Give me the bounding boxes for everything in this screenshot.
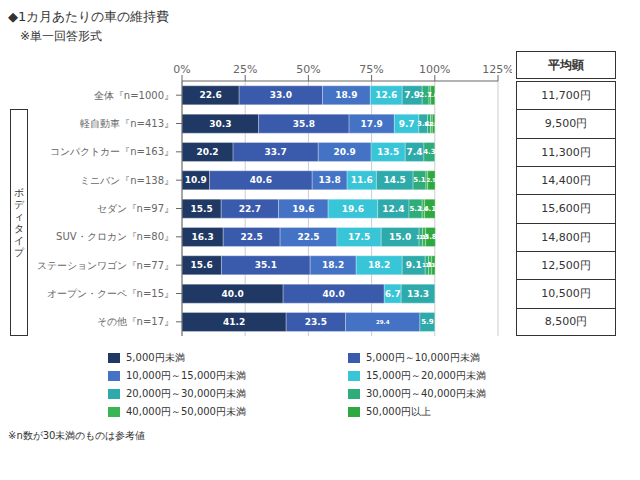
svg-text:その他『n=17』: その他『n=17』 <box>97 316 174 327</box>
svg-text:25%: 25% <box>233 63 257 76</box>
html-text:15,600円: 15,600円 <box>541 202 591 216</box>
svg-text:11.6: 11.6 <box>351 175 373 185</box>
html-text:30,000円～40,000円未満: 30,000円～40,000円未満 <box>366 388 486 399</box>
html-text:10,500円: 10,500円 <box>541 287 591 301</box>
svg-text:30.3: 30.3 <box>209 119 231 129</box>
svg-text:1.0: 1.0 <box>429 121 439 127</box>
svg-text:7.4: 7.4 <box>407 147 423 157</box>
svg-text:ステーションワゴン『n=77』: ステーションワゴン『n=77』 <box>37 260 174 271</box>
svg-text:2.9: 2.9 <box>427 177 437 183</box>
svg-text:9.1: 9.1 <box>406 260 422 270</box>
svg-text:3.8: 3.8 <box>424 233 437 241</box>
svg-text:1.6: 1.6 <box>428 92 438 98</box>
html-text:9,500円: 9,500円 <box>544 117 588 131</box>
svg-text:22.7: 22.7 <box>239 204 261 214</box>
svg-text:5.1: 5.1 <box>413 176 426 184</box>
svg-text:17.5: 17.5 <box>348 232 370 242</box>
html-text:※n数が30未満のものは参考値: ※n数が30未満のものは参考値 <box>8 430 146 441</box>
html-text:40,000円～50,000円未満: 40,000円～50,000円未満 <box>126 406 246 417</box>
svg-text:33.0: 33.0 <box>270 90 292 100</box>
svg-text:2.7: 2.7 <box>419 91 432 100</box>
svg-text:オープン・クーペ『n=15』: オープン・クーペ『n=15』 <box>47 288 174 299</box>
html-text:12,500円: 12,500円 <box>541 259 591 273</box>
html-text:ボ デ ィ タ イ プ: ボ デ ィ タ イ プ <box>14 186 24 258</box>
svg-text:4.1: 4.1 <box>424 205 437 213</box>
svg-text:12.4: 12.4 <box>382 204 404 214</box>
svg-text:19.6: 19.6 <box>292 204 314 214</box>
svg-text:全体『n=1000』: 全体『n=1000』 <box>94 90 174 101</box>
svg-text:18.2: 18.2 <box>368 260 390 270</box>
svg-text:35.8: 35.8 <box>293 119 315 129</box>
svg-text:75%: 75% <box>359 63 383 76</box>
svg-text:1.3: 1.3 <box>427 261 440 269</box>
svg-text:SUV・クロカン『n=80』: SUV・クロカン『n=80』 <box>56 231 174 242</box>
svg-text:16.3: 16.3 <box>191 232 213 242</box>
html-text:◆1カ月あたりの車の維持費: ◆1カ月あたりの車の維持費 <box>8 9 170 24</box>
svg-text:15.0: 15.0 <box>389 232 411 242</box>
svg-text:7.9: 7.9 <box>404 90 420 100</box>
svg-text:6.7: 6.7 <box>385 289 401 299</box>
svg-text:19.6: 19.6 <box>342 204 364 214</box>
svg-text:0%: 0% <box>173 63 190 76</box>
svg-text:15.6: 15.6 <box>191 260 213 270</box>
html-text:11,300円: 11,300円 <box>541 145 591 159</box>
svg-text:33.7: 33.7 <box>265 147 287 157</box>
svg-text:22.5: 22.5 <box>297 232 319 242</box>
html-text:8,500円: 8,500円 <box>544 315 588 329</box>
svg-text:10.9: 10.9 <box>185 175 207 185</box>
svg-text:18.9: 18.9 <box>335 90 357 100</box>
svg-text:13.8: 13.8 <box>319 175 341 185</box>
html-text:※単一回答形式: ※単一回答形式 <box>8 29 103 43</box>
html-text:14,400円: 14,400円 <box>541 174 591 188</box>
svg-text:ミニバン『n=138』: ミニバン『n=138』 <box>80 175 174 186</box>
svg-text:40.0: 40.0 <box>221 289 243 299</box>
html-text:20,000円～30,000円未満: 20,000円～30,000円未満 <box>126 388 246 399</box>
svg-text:コンパクトカー『n=163』: コンパクトカー『n=163』 <box>50 146 174 157</box>
svg-text:100%: 100% <box>419 63 450 76</box>
svg-text:50%: 50% <box>296 63 320 76</box>
svg-text:13.3: 13.3 <box>407 289 429 299</box>
svg-text:41.2: 41.2 <box>223 317 245 327</box>
svg-text:35.1: 35.1 <box>255 260 277 270</box>
html-text:平均顕: 平均顕 <box>548 57 584 72</box>
svg-text:20.2: 20.2 <box>196 147 218 157</box>
svg-text:セダン『n=97』: セダン『n=97』 <box>97 203 174 214</box>
svg-text:13.5: 13.5 <box>377 147 399 157</box>
svg-text:5.2: 5.2 <box>409 204 422 213</box>
html-text:14,800円: 14,800円 <box>541 230 591 244</box>
svg-text:40.6: 40.6 <box>250 175 272 185</box>
html-text:10,000円～15,000円未満: 10,000円～15,000円未満 <box>126 370 246 381</box>
html-text:15,000円～20,000円未満: 15,000円～20,000円未満 <box>366 370 486 381</box>
svg-text:20.9: 20.9 <box>334 147 356 157</box>
html-text:5,000円未満: 5,000円未満 <box>126 352 185 363</box>
svg-text:14.5: 14.5 <box>384 175 406 185</box>
svg-text:125%: 125% <box>482 63 512 76</box>
html-text:50,000円以上: 50,000円以上 <box>366 406 431 417</box>
svg-text:15.5: 15.5 <box>190 204 212 214</box>
svg-text:23.5: 23.5 <box>305 317 327 327</box>
svg-text:12.6: 12.6 <box>375 90 397 100</box>
svg-text:22.5: 22.5 <box>241 232 263 242</box>
svg-text:29.4: 29.4 <box>376 319 390 325</box>
svg-text:17.9: 17.9 <box>361 119 383 129</box>
svg-text:40.0: 40.0 <box>323 289 345 299</box>
svg-text:5.9: 5.9 <box>421 318 434 326</box>
svg-text:9.7: 9.7 <box>399 119 415 129</box>
html-text:5,000円～10,000円未満: 5,000円～10,000円未満 <box>366 352 480 363</box>
svg-text:22.6: 22.6 <box>199 90 221 100</box>
html-text:11,700円: 11,700円 <box>541 89 591 103</box>
svg-text:軽自動車『n=413』: 軽自動車『n=413』 <box>80 118 174 129</box>
svg-text:4.3: 4.3 <box>423 148 436 156</box>
svg-text:18.2: 18.2 <box>322 260 344 270</box>
